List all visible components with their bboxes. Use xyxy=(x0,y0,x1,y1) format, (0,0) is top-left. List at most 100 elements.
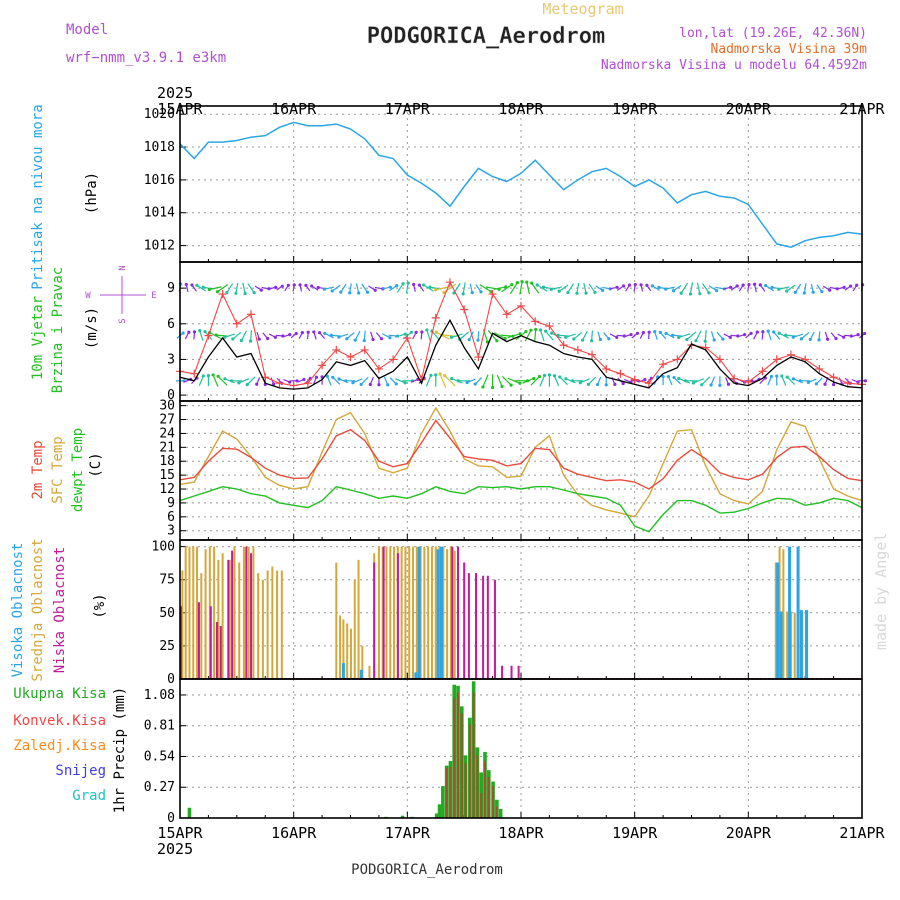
gust-point xyxy=(488,290,497,299)
wind-arrow xyxy=(524,329,532,342)
wind-arrow-head xyxy=(855,283,859,287)
wind-arrow-head xyxy=(243,291,247,296)
precip-conv-bar xyxy=(495,806,498,818)
legend-snow: Snijeg xyxy=(55,763,106,779)
wind-arrow-head xyxy=(685,337,689,342)
gust-point xyxy=(218,290,227,299)
wind-arrow-head xyxy=(310,284,314,288)
wind-arrow-head xyxy=(729,285,733,289)
precip-ytick-label: 0 xyxy=(167,811,175,826)
precip-total-bar xyxy=(498,808,503,818)
date-label-top: 15APR xyxy=(157,100,203,118)
wind-arrow-head xyxy=(388,285,392,289)
cloud-ytick-label: 0 xyxy=(167,672,175,687)
wind-arrow-head xyxy=(344,379,348,383)
precip-total-bar xyxy=(187,807,192,818)
wind-arrow xyxy=(786,284,796,292)
wind-arrow-head xyxy=(504,285,508,289)
wind-arrow-head xyxy=(316,285,320,290)
wind-arrow-head xyxy=(181,331,185,335)
wind-arrow xyxy=(800,332,810,340)
wind-arrow-head xyxy=(557,289,561,293)
wind-arrow xyxy=(582,330,588,341)
wind-arrow-head xyxy=(598,337,602,342)
pressure-line xyxy=(179,121,863,248)
wind-arrow-head xyxy=(348,291,352,295)
dewpt-line xyxy=(179,485,863,533)
wind-arrow-head xyxy=(741,283,745,287)
wind-arrow-head xyxy=(255,382,259,386)
precip-conv-bar xyxy=(457,692,460,818)
wind-arrow-head xyxy=(206,373,211,378)
wind-arrow-head xyxy=(694,339,698,343)
wind-arrow-head xyxy=(406,281,410,285)
date-label-bottom: 16APR xyxy=(271,824,317,842)
wind-arrow-head xyxy=(525,280,529,284)
wind-arrow-head xyxy=(543,329,548,333)
wind-arrow-head xyxy=(339,290,343,294)
wind-arrow-head xyxy=(677,376,681,381)
wind-arrow-head xyxy=(671,333,675,337)
wind-arrow xyxy=(558,284,569,292)
wind-arrow xyxy=(482,374,489,388)
wind-arrow-head xyxy=(298,283,302,287)
wind-arrow-head xyxy=(267,287,271,291)
wind-arrow-head xyxy=(537,374,542,379)
model-name: wrf−nmm_v3.9.1 e3km xyxy=(66,50,226,66)
wind-arrow xyxy=(431,330,441,341)
precip-conv-bar xyxy=(476,755,479,818)
wind-arrow-head xyxy=(257,337,261,341)
gust-point xyxy=(502,310,511,319)
wind-arrow xyxy=(232,331,242,340)
date-label-bottom: 20APR xyxy=(726,824,772,842)
wind-arrow-head xyxy=(600,288,605,292)
wind-arrow xyxy=(501,284,513,293)
wind-arrow xyxy=(226,283,234,293)
wind-arrow-head xyxy=(635,331,640,335)
wind-arrow-head xyxy=(621,381,625,386)
wind-arrow-head xyxy=(192,330,197,334)
wind-arrow-head xyxy=(373,288,377,292)
wind-arrow xyxy=(588,283,596,293)
precip-conv-bar xyxy=(464,763,467,818)
precip-legend: Ukupna Kisa Konvek.Kisa Zaledj.Kisa Snij… xyxy=(13,686,128,813)
wind-arrow-head xyxy=(828,288,832,292)
wind-arrow-head xyxy=(718,383,722,387)
wind-arrow xyxy=(496,374,503,387)
wind-arrow-head xyxy=(443,373,447,378)
wind-arrow xyxy=(704,329,707,342)
wind-arrow-head xyxy=(395,284,399,288)
wind-arrow-head xyxy=(532,376,536,381)
wind-arrow-head xyxy=(216,374,220,378)
gust-point xyxy=(247,310,256,319)
wind-arrow-head xyxy=(700,383,704,387)
wind-arrow-head xyxy=(190,283,194,287)
wind-arrow-head xyxy=(314,375,319,379)
wind-arrow-head xyxy=(476,338,480,342)
wind-arrow-head xyxy=(266,336,270,341)
wind-arrow xyxy=(793,333,803,338)
wind-arrow xyxy=(246,376,256,386)
wind-arrow-head xyxy=(422,283,426,287)
wind-arrow-head xyxy=(688,292,693,296)
wind-arrow xyxy=(444,375,456,387)
date-label-top: 19APR xyxy=(612,100,658,118)
wind-arrow-head xyxy=(470,290,474,295)
gust-point xyxy=(332,345,341,354)
wind-arrow-head xyxy=(292,283,296,287)
wind-arrow-head xyxy=(223,377,227,381)
wind-arrow-head xyxy=(647,330,651,334)
gust-point xyxy=(346,353,355,362)
wind-arrow-head xyxy=(518,332,522,336)
wind-arrow-head xyxy=(743,332,747,337)
wind-arrow xyxy=(249,330,253,342)
wind-arrow-head xyxy=(641,331,645,335)
wind-arrow xyxy=(695,330,702,341)
wind-arrow-head xyxy=(388,336,392,340)
wind-arrow-head xyxy=(863,331,867,336)
wind-arrow-head xyxy=(229,379,234,383)
date-label-bottom: 15APR xyxy=(157,824,203,842)
precip-ytick-label: 0.54 xyxy=(144,749,175,764)
wind-arrow-head xyxy=(420,330,424,334)
